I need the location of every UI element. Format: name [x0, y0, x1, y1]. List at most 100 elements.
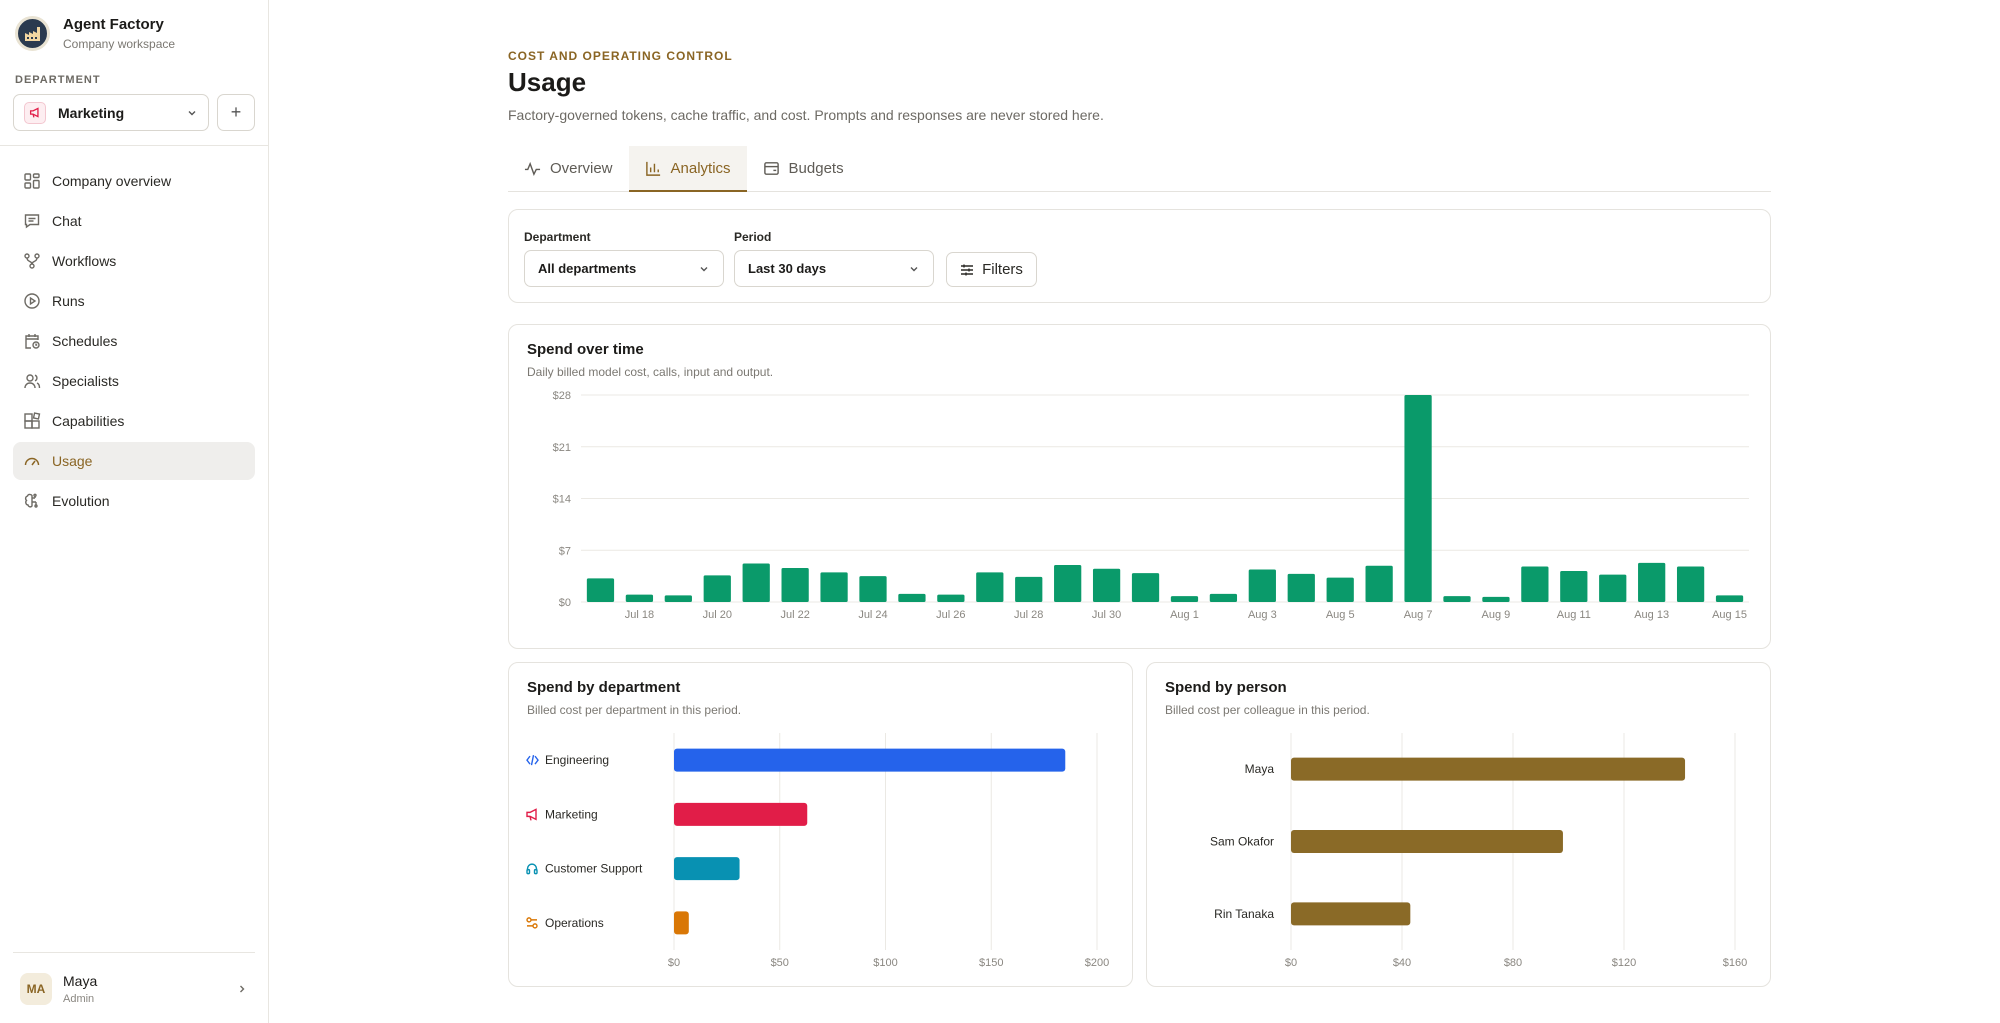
brand[interactable]: Agent Factory Company workspace	[15, 16, 175, 51]
sidebar-item-runs[interactable]: Runs	[13, 282, 255, 320]
y-tick-label: $7	[559, 545, 571, 557]
bar	[1676, 566, 1705, 602]
x-tick-label: Aug 13	[1634, 609, 1669, 621]
category-label: Customer Support	[545, 862, 643, 876]
bar	[898, 593, 926, 602]
department-filter-value: All departments	[538, 261, 637, 276]
chevron-right-icon	[240, 985, 245, 993]
brain-icon	[24, 493, 38, 508]
chevron-down-icon	[700, 266, 708, 271]
sidebar-item-company-overview[interactable]: Company overview	[13, 162, 255, 200]
period-filter-value: Last 30 days	[748, 261, 827, 276]
y-tick-label: $14	[553, 494, 571, 506]
headset-icon	[526, 863, 538, 875]
blocks-icon	[24, 412, 41, 429]
operations-icon	[526, 917, 538, 929]
period-filter-select[interactable]: Last 30 days	[734, 250, 934, 287]
bar	[937, 594, 965, 602]
wallet-icon	[763, 162, 779, 175]
bar	[586, 578, 615, 602]
bar	[1404, 395, 1432, 602]
bar	[1291, 757, 1686, 781]
x-tick-label: $0	[1285, 957, 1297, 969]
department-filter-select[interactable]: All departments	[524, 250, 724, 287]
sidebar-item-usage[interactable]: Usage	[13, 442, 255, 480]
page-eyebrow: COST AND OPERATING CONTROL	[508, 49, 733, 63]
tab-budgets[interactable]: Budgets	[747, 146, 860, 191]
add-department-button[interactable]: +	[217, 94, 255, 131]
y-tick-label: $28	[553, 390, 571, 402]
bar	[1365, 565, 1393, 602]
bar	[1015, 576, 1043, 602]
sidebar-item-label: Usage	[52, 453, 93, 469]
divider	[13, 952, 255, 953]
bar-chart-icon	[645, 161, 660, 176]
department-switcher[interactable]: Marketing	[13, 94, 209, 131]
category-label: Operations	[545, 916, 604, 930]
code-icon	[526, 754, 539, 766]
sidebar-item-label: Runs	[52, 293, 85, 309]
sidebar-item-workflows[interactable]: Workflows	[13, 242, 255, 280]
chart-title: Spend by person	[1165, 679, 1287, 696]
page-title: Usage	[508, 67, 587, 97]
bar	[742, 563, 770, 602]
bar	[1443, 596, 1471, 602]
tab-overview[interactable]: Overview	[508, 146, 629, 191]
bar	[1291, 830, 1563, 853]
bar	[781, 567, 809, 602]
calendar-clock-icon	[25, 334, 40, 349]
bar	[1482, 596, 1510, 602]
x-tick-label: $0	[668, 957, 680, 969]
x-tick-label: $150	[979, 957, 1003, 969]
bar	[674, 857, 740, 881]
activity-icon	[524, 161, 541, 176]
bar	[625, 594, 654, 602]
x-tick-label: Jul 18	[625, 609, 654, 621]
x-tick-label: $40	[1393, 957, 1411, 969]
bar	[1599, 574, 1627, 602]
bar	[1092, 568, 1121, 602]
bar	[976, 572, 1004, 602]
chart-title: Spend over time	[527, 341, 644, 358]
sidebar-item-specialists[interactable]: Specialists	[13, 362, 255, 400]
category-label: Rin Tanaka	[1214, 907, 1274, 921]
bar	[664, 595, 692, 602]
bar	[1326, 577, 1354, 602]
chart-subtitle: Daily billed model cost, calls, input an…	[527, 365, 774, 379]
megaphone-icon	[24, 101, 46, 124]
category-label: Maya	[1245, 762, 1275, 776]
tab-label: Analytics	[670, 159, 731, 177]
x-tick-label: Jul 26	[936, 609, 965, 621]
grid-icon	[24, 173, 40, 189]
bar	[1170, 596, 1199, 602]
chevron-down-icon	[188, 110, 196, 115]
x-tick-label: Aug 9	[1482, 609, 1511, 621]
bar	[1715, 595, 1744, 602]
spend-by-person-card: Spend by person Billed cost per colleagu…	[1146, 662, 1771, 987]
bar	[1560, 570, 1588, 602]
chat-icon	[24, 214, 40, 229]
play-icon	[24, 293, 40, 309]
x-tick-label: Aug 15	[1712, 609, 1747, 621]
x-tick-label: $160	[1723, 957, 1747, 969]
sidebar-item-schedules[interactable]: Schedules	[13, 322, 255, 360]
bar	[674, 911, 689, 935]
category-label: Engineering	[545, 753, 609, 767]
sidebar-item-capabilities[interactable]: Capabilities	[13, 402, 255, 440]
x-tick-label: $50	[771, 957, 789, 969]
filters-button-label: Filters	[982, 261, 1023, 278]
user-menu[interactable]: MA Maya Admin	[20, 973, 248, 1005]
bar	[1131, 573, 1160, 602]
bar	[1521, 566, 1549, 602]
megaphone-icon	[526, 808, 537, 821]
sidebar-item-chat[interactable]: Chat	[13, 202, 255, 240]
bar	[1291, 902, 1411, 926]
bar	[674, 748, 1066, 772]
bar	[1287, 573, 1315, 602]
tab-analytics[interactable]: Analytics	[628, 146, 747, 192]
brand-subtitle: Company workspace	[63, 37, 176, 51]
user-role: Admin	[63, 993, 95, 1005]
filters-button[interactable]: Filters	[946, 252, 1037, 287]
spend-by-department-chart: $0 $50 $100 $150 $200 Engineering Marketing Cus…	[526, 733, 1109, 969]
sidebar-item-evolution[interactable]: Evolution	[13, 482, 255, 520]
